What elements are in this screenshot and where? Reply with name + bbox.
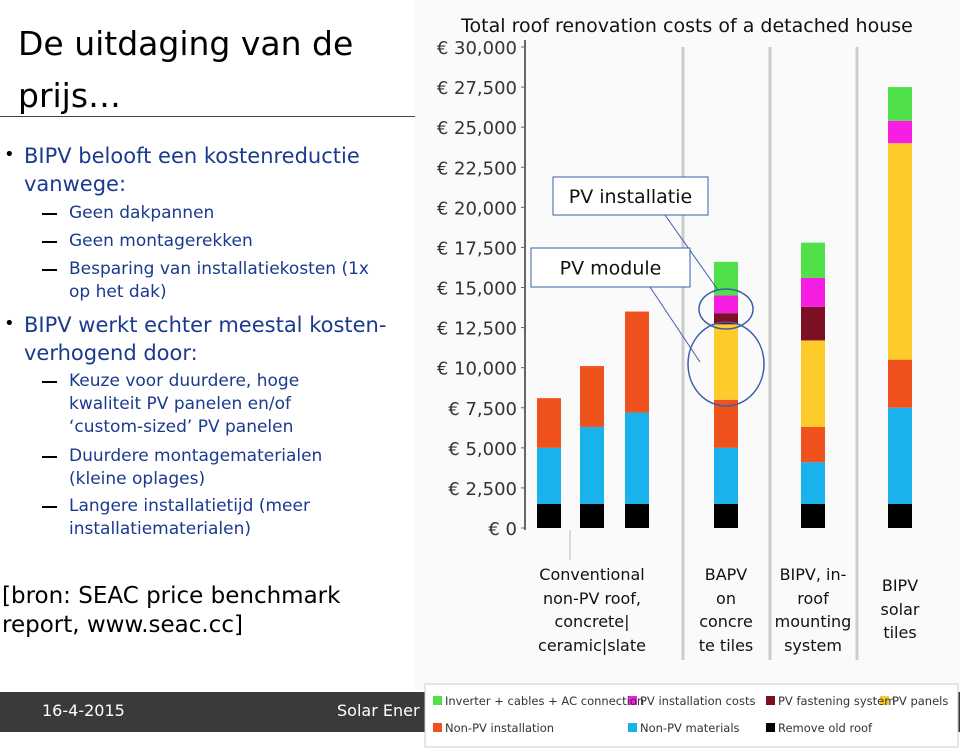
bar-segment: [714, 503, 738, 528]
legend-label: PV installation costs: [640, 694, 755, 708]
sub-bullet: Geen dakpannen: [69, 203, 215, 223]
y-tick-label: € 12,500: [437, 319, 517, 340]
bar-segment: [888, 87, 912, 121]
sub-dash: [42, 269, 57, 271]
bar-segment: [537, 503, 561, 528]
sub-dash: [42, 241, 57, 243]
legend-swatch: [766, 696, 775, 705]
legend-swatch: [433, 723, 442, 732]
y-tick-label: € 15,000: [437, 279, 517, 300]
bar-segment: [714, 313, 738, 325]
bar-segment: [801, 242, 825, 278]
bar-segment: [714, 447, 738, 504]
y-tick-label: € 17,500: [437, 238, 517, 259]
legend-label: PV panels: [892, 694, 948, 708]
bar-segment: [888, 143, 912, 360]
bar-segment: [801, 426, 825, 463]
legend-swatch: [880, 696, 889, 705]
slide-title: De uitdaging van de prijs…: [18, 24, 354, 115]
y-tick-label: € 2,500: [448, 479, 517, 500]
bar-segment: [537, 447, 561, 504]
callout-line: [649, 286, 701, 363]
bar-segment: [714, 399, 738, 448]
bar-segment: [580, 503, 604, 528]
legend-label: Inverter + cables + AC connection: [445, 694, 644, 708]
footer-date: 16-4-2015: [42, 701, 125, 720]
bar-segment: [537, 398, 561, 448]
sub-dash: [42, 381, 57, 383]
annotation-box: [552, 176, 709, 216]
y-tick-label: € 27,500: [437, 78, 517, 99]
bar-segment: [801, 277, 825, 307]
y-tick-label: € 7,500: [448, 399, 517, 420]
legend-label: Remove old roof: [778, 721, 873, 735]
title-rule: [0, 116, 415, 117]
footer-text: Solar Ener: [337, 701, 420, 720]
y-tick-label: € 30,000: [437, 38, 517, 59]
bullet: BIPV belooft een kostenreductie vanwege:: [24, 144, 360, 196]
bullet: BIPV werkt echter meestal kosten-verhoge…: [24, 313, 387, 365]
legend-swatch: [433, 696, 442, 705]
legend-label: Non-PV materials: [640, 721, 740, 735]
y-tick-label: € 25,000: [437, 118, 517, 139]
bar-segment: [625, 503, 649, 528]
sub-bullet: Besparing van installatiekosten (1x op h…: [69, 259, 369, 302]
callout-line: [664, 214, 719, 291]
bar-segment: [801, 340, 825, 427]
bar-segment: [801, 503, 825, 528]
category-label: BIPV solar tiles: [880, 576, 920, 642]
sub-bullet: Duurdere montagematerialen (kleine oplag…: [69, 446, 323, 489]
legend-label: PV fastening system: [778, 694, 895, 708]
y-tick-label: € 5,000: [448, 439, 517, 460]
sub-bullet: Langere installatietijd (meer installati…: [69, 496, 310, 539]
bar-segment: [714, 295, 738, 314]
sub-bullet: Geen montagerekken: [69, 231, 253, 251]
bar-segment: [801, 462, 825, 504]
category-label: BIPV, in- roof mounting system: [774, 565, 852, 655]
highlight: [698, 288, 754, 330]
bar-segment: [888, 120, 912, 144]
annotation: PV module: [560, 258, 662, 280]
bar-segment: [714, 324, 738, 400]
legend-box: [424, 683, 959, 748]
source: [bron: SEAC price benchmark report, www.…: [2, 583, 341, 638]
sub-dash: [42, 456, 57, 458]
bar-segment: [888, 407, 912, 504]
sub-dash: [42, 213, 57, 215]
bar-segment: [888, 503, 912, 528]
bar-segment: [580, 426, 604, 504]
y-tick-label: € 10,000: [437, 359, 517, 380]
bar-segment: [888, 359, 912, 408]
y-tick-label: € 20,000: [437, 198, 517, 219]
annotation: PV installatie: [569, 186, 692, 208]
bullet-dot: •: [4, 313, 15, 334]
legend-label: Non-PV installation: [445, 721, 554, 735]
legend-swatch: [766, 723, 775, 732]
y-tick-label: € 0: [488, 519, 517, 540]
legend-swatch: [628, 696, 637, 705]
y-tick-label: € 22,500: [437, 158, 517, 179]
bullet-dot: •: [4, 144, 15, 165]
chart-title: Total roof renovation costs of a detache…: [460, 15, 913, 37]
legend-swatch: [628, 723, 637, 732]
category-label: Conventional non-PV roof, concrete| cera…: [538, 565, 646, 655]
bar-segment: [580, 366, 604, 427]
bar-segment: [801, 306, 825, 341]
sub-dash: [42, 506, 57, 508]
highlight: [687, 321, 765, 407]
bar-segment: [625, 311, 649, 413]
sub-bullet: Keuze voor duurdere, hoge kwaliteit PV p…: [69, 371, 300, 437]
annotation-box: [530, 247, 691, 288]
bar-segment: [625, 412, 649, 504]
chart-background: [415, 0, 960, 690]
category-label: BAPV on concre te tiles: [698, 565, 754, 655]
